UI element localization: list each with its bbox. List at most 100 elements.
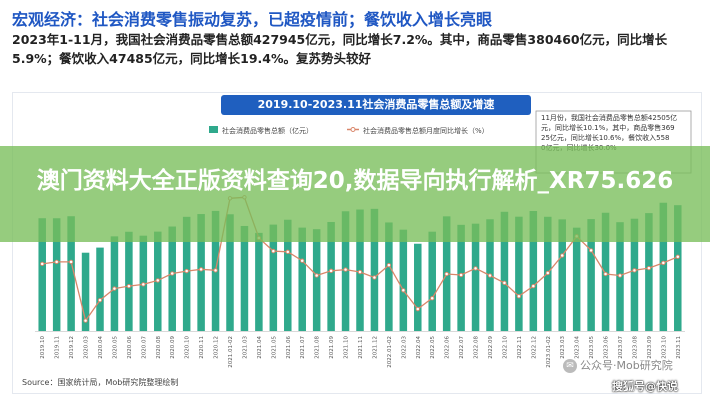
x-tick-label: 2022.08 xyxy=(474,336,480,359)
bar xyxy=(674,205,682,331)
x-tick-label: 2021.12 xyxy=(372,336,378,359)
growth-point xyxy=(54,259,59,265)
growth-point xyxy=(430,296,435,301)
growth-point xyxy=(343,267,348,272)
x-tick-label: 2023.08 xyxy=(632,336,638,359)
x-tick-label: 2021.06 xyxy=(286,336,292,359)
growth-point xyxy=(386,262,392,268)
x-tick-label: 2022.07 xyxy=(459,336,465,359)
x-tick-label: 2021.01-02 xyxy=(228,336,234,368)
growth-point xyxy=(126,283,132,289)
growth-point xyxy=(502,280,507,286)
growth-point xyxy=(473,266,478,271)
x-tick-label: 2022.01-02 xyxy=(387,336,393,368)
x-tick-label: 2021.10 xyxy=(344,336,350,359)
x-tick-label: 2022.11 xyxy=(517,336,523,359)
x-tick-label: 2023.03 xyxy=(560,336,566,359)
bar xyxy=(529,210,538,331)
legend-line-marker xyxy=(350,127,356,132)
bar xyxy=(67,216,75,331)
bar xyxy=(298,227,306,331)
growth-point xyxy=(444,271,449,277)
x-tick-label: 2020.10 xyxy=(185,336,191,359)
growth-point xyxy=(170,271,175,276)
growth-point xyxy=(617,273,623,278)
chart-svg: 社会消费品零售总额（亿元） 社会消费品零售总额月度同比增长（%）11月份，我国社会… xyxy=(35,110,692,368)
x-tick-label: 2020.05 xyxy=(112,336,118,359)
growth-point xyxy=(675,254,680,259)
chart-card: 2019.10-2023.11社会消费品零售总额及增速 社会消费品零售总额（亿元… xyxy=(12,92,702,394)
bar xyxy=(197,214,205,331)
x-tick-label: 2021.04 xyxy=(257,336,263,359)
x-tick-label: 2022.09 xyxy=(488,336,494,359)
x-tick-label: 2020.12 xyxy=(214,336,220,359)
growth-point xyxy=(588,248,594,253)
growth-point xyxy=(141,282,146,287)
growth-point xyxy=(646,265,652,271)
growth-point xyxy=(198,267,204,272)
bar xyxy=(399,229,408,331)
bar xyxy=(587,219,595,331)
growth-point xyxy=(401,288,406,293)
growth-point xyxy=(271,248,276,254)
page-headline: 宏观经济：社会消费零售振动复苏，已超疫情前；餐饮收入增长亮眼 xyxy=(12,10,493,29)
x-tick-label: 2021.09 xyxy=(329,336,335,359)
growth-point xyxy=(155,278,160,283)
growth-point xyxy=(328,268,334,273)
growth-point xyxy=(560,253,565,258)
legend-bar-swatch xyxy=(209,126,218,133)
bar xyxy=(572,227,581,331)
bar xyxy=(52,218,61,331)
x-tick-label: 2020.09 xyxy=(170,336,176,359)
legend-bar-label: 社会消费品零售总额（亿元） xyxy=(222,126,313,135)
bar xyxy=(500,211,509,331)
x-tick-label: 2020.08 xyxy=(156,336,162,359)
x-tick-label: 2022.10 xyxy=(502,336,508,359)
x-tick-label: 2019.12 xyxy=(69,336,75,359)
x-tick-label: 2020.06 xyxy=(127,336,133,359)
overlay-banner: 澳门资料大全正版资料查询20,数据导向执行解析_XR75.626 xyxy=(0,146,710,242)
x-tick-label: 2022.05 xyxy=(430,336,436,359)
x-tick-label: 2020.04 xyxy=(98,336,104,359)
source-note: Source：国家统计局，Mob研究院整理绘制 xyxy=(22,378,179,387)
x-tick-label: 2022.06 xyxy=(445,336,451,359)
overlay-title: 澳门资料大全正版资料查询20,数据导向执行解析_XR75.626 xyxy=(36,168,674,194)
x-tick-label: 2019.11 xyxy=(55,336,61,359)
growth-point xyxy=(372,275,377,280)
x-tick-label: 2021.05 xyxy=(271,336,277,359)
growth-point xyxy=(112,286,117,291)
watermark: ✉ 公众号·Mob研究院 xyxy=(563,357,673,373)
x-tick-label: 2023.07 xyxy=(618,336,624,359)
x-tick-label: 2022.04 xyxy=(416,336,422,359)
bar xyxy=(385,222,393,331)
growth-point xyxy=(357,269,363,275)
x-tick-label: 2023.09 xyxy=(647,336,653,359)
bar xyxy=(645,213,653,331)
bar xyxy=(182,216,191,331)
x-tick-label: 2021.08 xyxy=(315,336,321,359)
x-tick-label: 2020.11 xyxy=(199,336,205,359)
growth-point xyxy=(531,283,536,289)
bar xyxy=(457,224,465,331)
bar xyxy=(471,223,480,331)
x-tick-label: 2023.01-02 xyxy=(546,336,552,368)
bar xyxy=(96,247,104,331)
bar xyxy=(81,252,90,331)
bar xyxy=(428,231,436,331)
bar xyxy=(168,226,176,331)
x-tick-label: 2022.03 xyxy=(401,336,407,359)
growth-point xyxy=(184,268,189,274)
bar xyxy=(269,224,278,331)
watermark-text: 公众号·Mob研究院 xyxy=(580,359,673,372)
bar xyxy=(414,243,422,331)
x-tick-label: 2023.10 xyxy=(661,336,667,359)
bar xyxy=(370,208,379,331)
growth-point xyxy=(68,259,74,265)
growth-point xyxy=(83,318,88,323)
bar xyxy=(240,225,249,331)
x-tick-label: 2021.07 xyxy=(300,336,306,359)
x-tick-label: 2021.11 xyxy=(358,336,364,359)
bar xyxy=(284,219,292,331)
growth-point xyxy=(213,268,218,273)
